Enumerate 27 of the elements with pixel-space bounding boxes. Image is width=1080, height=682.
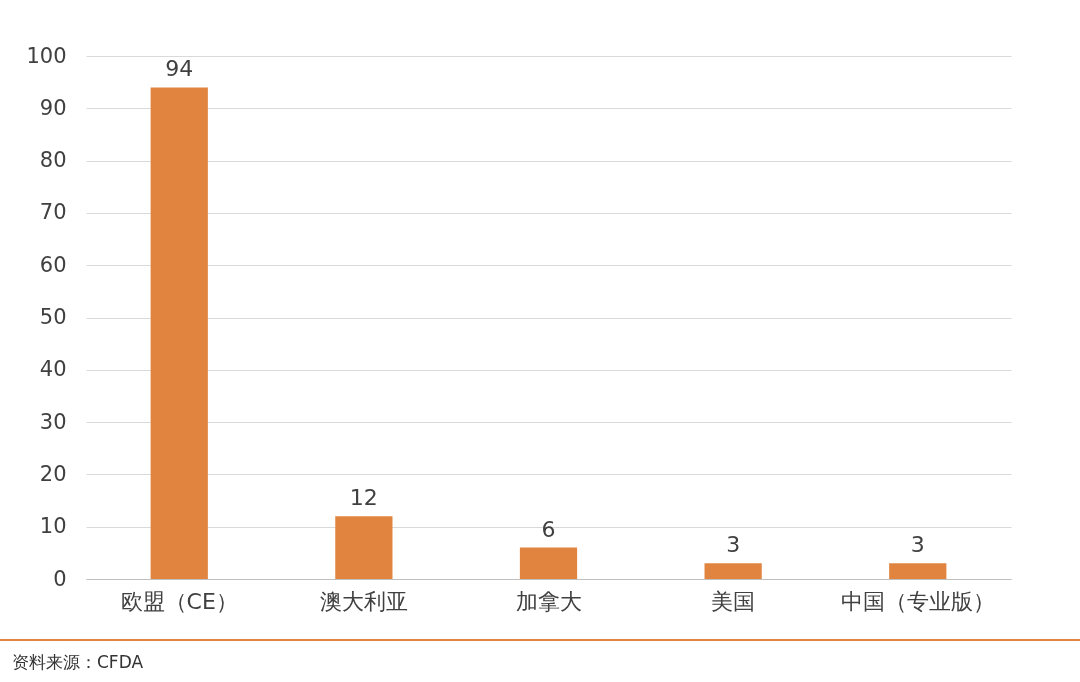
y-tick-label: 60 [39, 252, 67, 277]
bar [335, 516, 393, 579]
y-tick-label: 40 [39, 357, 67, 382]
y-tick-label: 10 [39, 514, 67, 539]
y-tick-label: 30 [39, 409, 67, 434]
y-tick-label: 0 [53, 566, 67, 591]
text: 资料来源：CFDA [12, 651, 145, 674]
data-label: 94 [165, 56, 194, 82]
data-label: 3 [910, 532, 925, 558]
data-label: 6 [541, 516, 556, 542]
bar [889, 563, 947, 579]
y-tick-label: 80 [39, 148, 67, 173]
y-tick-label: 20 [39, 461, 67, 486]
x-tick-label: 欧盟（CE） [120, 588, 238, 614]
y-tick-label: 100 [26, 43, 67, 68]
x-tick-label: 澳大利亚 [319, 588, 408, 614]
x-tick-label: 中国（专业版） [840, 588, 995, 614]
x-tick-label: 美国 [711, 588, 756, 614]
bar [704, 563, 762, 579]
bar [519, 547, 578, 579]
data-label: 12 [349, 485, 378, 511]
data-label: 3 [726, 532, 741, 558]
bar [150, 87, 208, 579]
x-tick-label: 加拿大 [515, 588, 582, 614]
y-tick-label: 90 [39, 95, 67, 120]
y-tick-label: 70 [39, 200, 67, 225]
y-tick-label: 50 [39, 305, 67, 329]
